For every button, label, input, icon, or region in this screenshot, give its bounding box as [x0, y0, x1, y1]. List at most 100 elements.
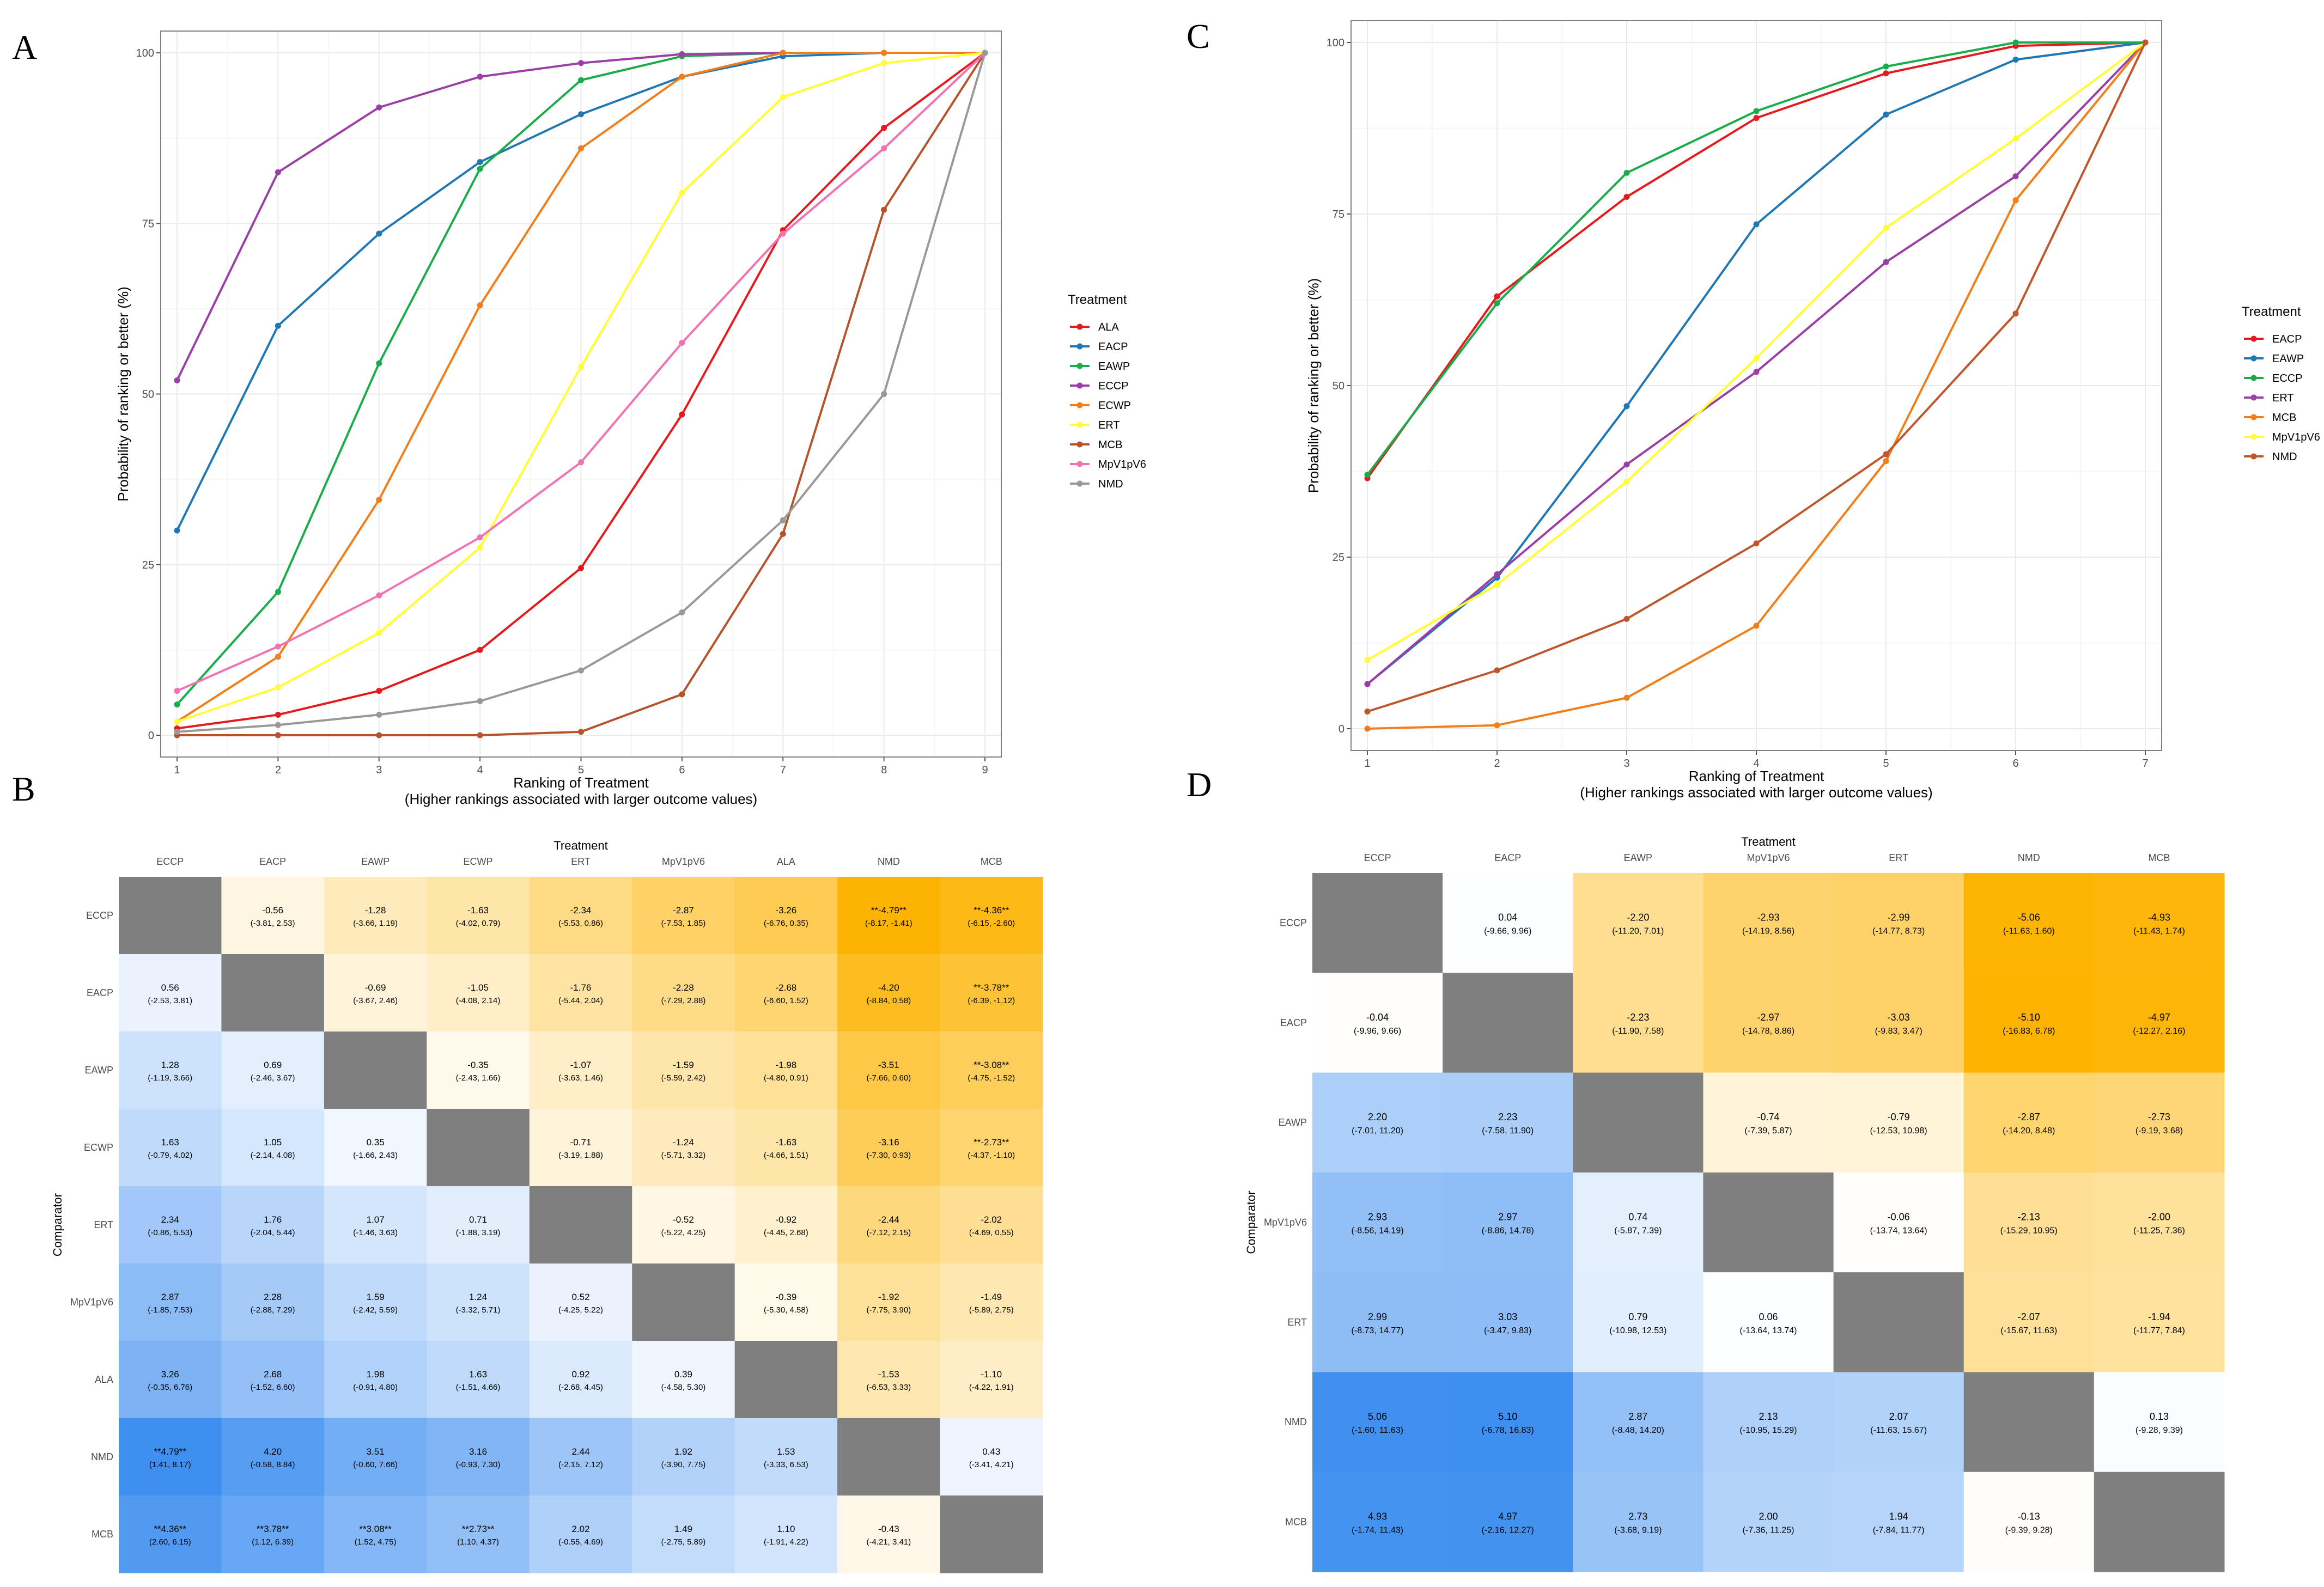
heatmap-cell — [940, 877, 1043, 955]
cell-estimate: 2.99 — [1368, 1311, 1387, 1322]
legend-key-point — [1076, 343, 1083, 350]
cell-interval: (-7.58, 11.90) — [1482, 1126, 1534, 1136]
cell-interval: (-5.53, 0.86) — [558, 919, 603, 928]
heatmap-cell — [1703, 1472, 1834, 1572]
diagonal-cell — [1963, 1372, 2095, 1473]
cell-estimate: 2.28 — [264, 1292, 282, 1302]
cell-interval: (-9.39, 9.28) — [2005, 1525, 2053, 1535]
data-point-eccp — [578, 60, 584, 66]
y-axis-title: Probability of ranking or better (%) — [115, 286, 131, 502]
cell-estimate: 0.39 — [674, 1369, 692, 1380]
heatmap-cell — [1443, 1072, 1573, 1173]
cell-interval: (-4.75, -1.52) — [968, 1073, 1015, 1083]
row-header: EACP — [1280, 1017, 1307, 1028]
cell-estimate: -2.34 — [570, 905, 592, 915]
cell-estimate: **-4.79** — [871, 905, 907, 915]
data-point-nmd — [982, 50, 988, 56]
cell-interval: (-0.35, 6.76) — [148, 1383, 192, 1392]
column-header: ERT — [1889, 852, 1908, 863]
data-point-ert — [1883, 259, 1889, 265]
data-point-eccp — [679, 51, 685, 58]
cell-estimate: 0.69 — [264, 1060, 282, 1070]
cell-estimate: 4.93 — [1368, 1511, 1387, 1522]
cell-estimate: **-2.73** — [974, 1137, 1009, 1147]
row-header: MpV1pV6 — [1264, 1217, 1307, 1228]
data-point-ala — [679, 411, 685, 418]
data-point-nmd — [1623, 615, 1630, 622]
row-header: ECCP — [86, 910, 113, 921]
ranking-chart-a: 0 25 50 75 100 1 2 3 4 5 6 7 8 9 Ranking of Treatment(… — [115, 30, 1146, 807]
data-point-nmd — [2012, 310, 2019, 317]
y-axis-title: Probability of ranking or better (%) — [1305, 278, 1322, 493]
x-tick-label: 6 — [2012, 758, 2018, 770]
cell-interval: (-9.96, 9.66) — [1354, 1027, 1401, 1036]
heatmap-cell — [632, 954, 735, 1032]
heatmap-cell — [221, 1418, 325, 1496]
data-point-ert — [477, 544, 483, 551]
diagonal-cell — [529, 1186, 632, 1264]
legend-key-point — [2250, 414, 2257, 420]
cell-estimate: 2.87 — [1628, 1411, 1647, 1422]
cell-estimate: 3.51 — [367, 1446, 385, 1457]
heatmap-cell — [529, 877, 632, 955]
legend-title: Treatment — [2242, 304, 2301, 319]
cell-interval: (-4.02, 0.79) — [456, 919, 501, 928]
data-point-mpv1pv6 — [1364, 657, 1371, 663]
x-tick-label: 4 — [1753, 758, 1759, 770]
cell-interval: (-2.75, 5.89) — [661, 1537, 706, 1547]
cell-interval: (-8.56, 14.19) — [1352, 1226, 1404, 1236]
data-point-eawp — [1753, 221, 1760, 228]
cell-interval: (-11.43, 1.74) — [2133, 927, 2185, 936]
y-tick-label: 25 — [142, 559, 154, 571]
column-header: ECWP — [464, 856, 493, 867]
column-header: MpV1pV6 — [1747, 852, 1790, 863]
heatmap-cell — [837, 877, 941, 955]
diagonal-cell — [119, 877, 222, 955]
heatmap-cell — [119, 1109, 222, 1187]
cell-interval: (-5.89, 2.75) — [969, 1305, 1014, 1315]
heatmap-cell — [940, 1031, 1043, 1109]
heatmap-cell — [1703, 1372, 1834, 1473]
legend-key-point — [1076, 382, 1083, 389]
y-tick-label: 100 — [1327, 37, 1344, 49]
cell-interval: (-3.63, 1.46) — [558, 1073, 603, 1083]
cell-interval: (-13.74, 13.64) — [1870, 1226, 1927, 1236]
data-point-eccp — [275, 169, 281, 175]
cell-interval: (-4.25, 5.22) — [558, 1305, 603, 1315]
legend-label: EAWP — [2272, 353, 2304, 365]
cell-estimate: 4.20 — [264, 1446, 282, 1457]
heatmap-cell — [427, 1031, 530, 1109]
data-point-eccp — [1623, 169, 1630, 176]
data-point-eawp — [376, 360, 382, 367]
cell-estimate: **-4.36** — [974, 905, 1009, 915]
cell-estimate: -0.43 — [878, 1524, 899, 1534]
heatmap-cell — [221, 1109, 325, 1187]
data-point-ert — [679, 190, 685, 196]
data-point-ert — [2012, 173, 2019, 180]
cell-interval: (1.12, 6.39) — [252, 1537, 294, 1547]
heatmap-cell — [1703, 1272, 1834, 1372]
heatmap-cell — [1443, 1172, 1573, 1273]
row-header: MpV1pV6 — [70, 1297, 113, 1308]
cell-interval: (-11.20, 7.01) — [1612, 927, 1664, 936]
column-header: EAWP — [1624, 852, 1652, 863]
legend-key-point — [1076, 480, 1083, 487]
cell-interval: (-14.19, 8.56) — [1742, 927, 1794, 936]
data-point-eccp — [1753, 108, 1760, 114]
row-header: ERT — [1287, 1317, 1307, 1328]
data-point-eacp — [1883, 70, 1889, 77]
data-point-mcb — [1623, 694, 1630, 701]
diagonal-cell — [734, 1341, 838, 1419]
data-point-eacp — [174, 527, 180, 534]
cell-interval: (-13.64, 13.74) — [1740, 1326, 1797, 1335]
heatmap-cell — [1963, 1472, 2095, 1572]
x-tick-label: 5 — [578, 764, 584, 776]
row-header: ERT — [94, 1219, 113, 1230]
heatmap-y-title: Comparator — [1244, 1191, 1258, 1254]
heatmap-cell — [940, 1341, 1043, 1419]
cell-interval: (-7.29, 2.88) — [661, 996, 706, 1005]
heatmap-cell — [734, 877, 838, 955]
heatmap-cell — [119, 1031, 222, 1109]
heatmap-cell — [1312, 1372, 1443, 1473]
cell-interval: (-2.16, 12.27) — [1482, 1525, 1534, 1535]
